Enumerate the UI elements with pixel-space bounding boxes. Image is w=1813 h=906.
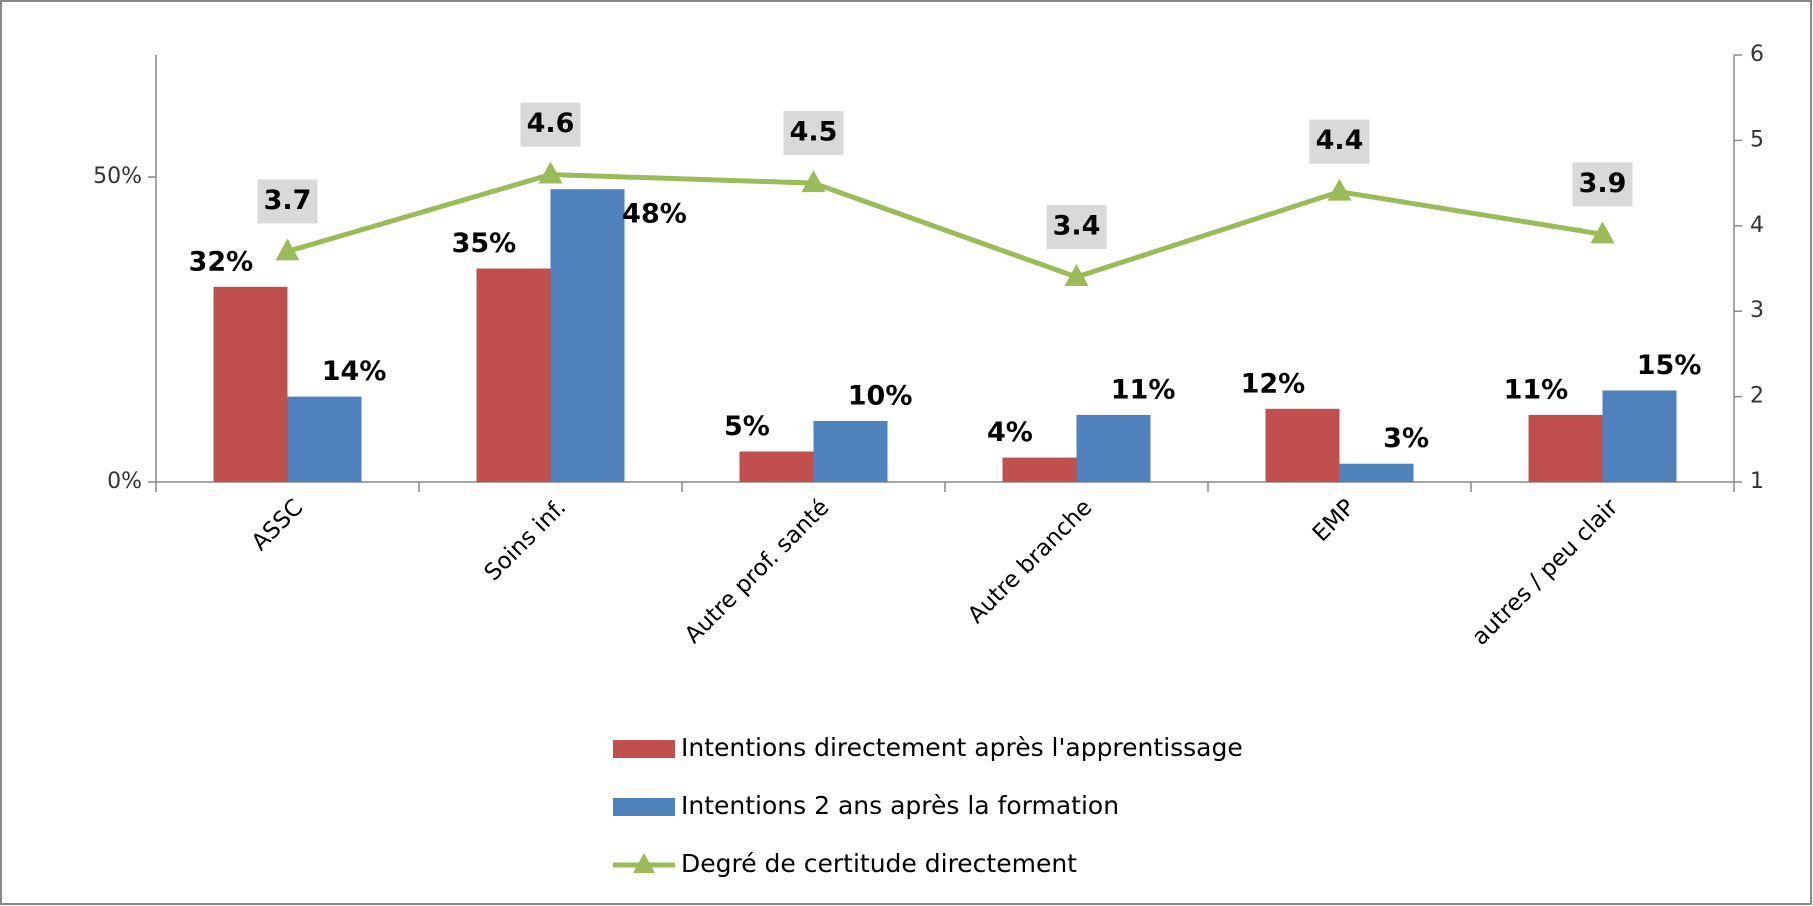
data-label: 3.4: [1053, 211, 1101, 242]
marker: [275, 238, 300, 261]
y2-tick-label: 1: [1750, 469, 1764, 494]
data-label: 14%: [322, 356, 387, 387]
bar: [287, 396, 362, 482]
y2-tick-label: 4: [1750, 213, 1764, 238]
data-label-box: [520, 102, 581, 147]
legend-marker: [633, 853, 655, 873]
y2-tick-label: 5: [1750, 127, 1764, 152]
bar: [1265, 408, 1340, 482]
bar: [213, 286, 288, 482]
data-label-box: [257, 179, 318, 224]
data-label-box: [1046, 205, 1107, 250]
data-label: 5%: [724, 411, 770, 442]
data-label: 32%: [189, 246, 254, 277]
y-tick-label: 50%: [93, 164, 142, 189]
marker: [801, 170, 826, 193]
y-tick-label: 0%: [107, 469, 142, 494]
bar: [1002, 457, 1077, 482]
data-label: 11%: [1111, 374, 1176, 405]
line: [286, 172, 1603, 280]
data-label: 48%: [622, 199, 687, 230]
bar: [739, 451, 814, 482]
y2-tick-label: 6: [1750, 42, 1764, 67]
data-label: 4.5: [790, 117, 838, 148]
data-label: 4.4: [1316, 125, 1364, 156]
marker: [1064, 264, 1089, 287]
y2-tick-label: 3: [1750, 298, 1764, 323]
data-label: 3.9: [1579, 168, 1627, 199]
bar: [550, 189, 625, 482]
bar: [1602, 390, 1677, 482]
data-label: 11%: [1504, 374, 1569, 405]
y2-tick-label: 2: [1750, 384, 1764, 409]
data-label: 4%: [987, 417, 1033, 448]
bar: [1339, 463, 1414, 482]
data-label: 15%: [1637, 350, 1702, 381]
bar: [476, 268, 551, 482]
data-label-box: [1309, 119, 1370, 164]
data-label-box: [783, 111, 844, 156]
data-label: 12%: [1241, 368, 1306, 399]
marker: [1327, 178, 1352, 201]
data-label: 3.7: [264, 185, 312, 216]
data-label: 35%: [452, 228, 517, 259]
data-label: 4.6: [527, 108, 575, 139]
marker: [538, 161, 563, 184]
bar: [1528, 414, 1603, 482]
data-label: 10%: [848, 381, 913, 412]
legend-label: Intentions directement après l'apprentis…: [681, 733, 1243, 762]
marker: [1590, 221, 1615, 244]
data-label-box: [1572, 162, 1633, 207]
legend-swatch: [613, 798, 675, 816]
legend-swatch: [613, 740, 675, 758]
bar: [1076, 414, 1151, 482]
bar: [813, 421, 888, 482]
legend-label: Degré de certitude directement: [681, 849, 1077, 878]
data-label: 3%: [1383, 423, 1429, 454]
legend-label: Intentions 2 ans après la formation: [681, 791, 1119, 820]
